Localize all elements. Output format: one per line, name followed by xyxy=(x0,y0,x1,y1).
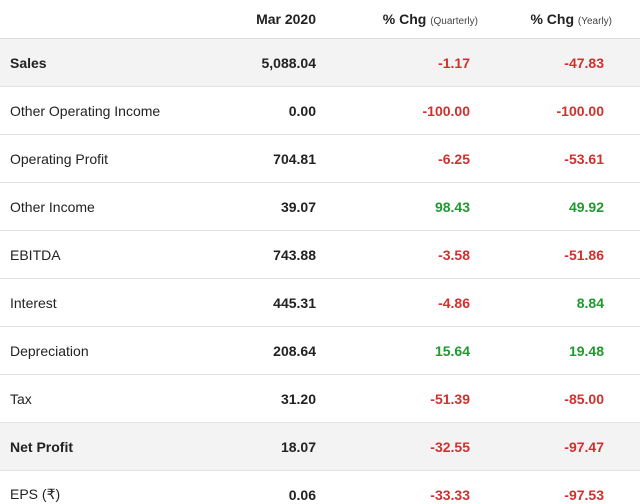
table-row: EBITDA 743.88 -3.58 -51.86 xyxy=(0,230,640,279)
row-label: Tax xyxy=(0,374,220,423)
table-row: Other Operating Income 0.00 -100.00 -100.00 xyxy=(0,86,640,135)
y-chg-value: -100.00 xyxy=(480,86,620,135)
q-chg-value: -32.55 xyxy=(320,422,480,471)
q-chg-header: % Chg (Quarterly) xyxy=(320,0,480,39)
table-row: Net Profit 18.07 -32.55 -97.47 xyxy=(0,422,640,471)
table-row: Sales 5,088.04 -1.17 -47.83 xyxy=(0,38,640,87)
y-note: (Yearly) xyxy=(577,16,612,27)
y-chg-header: % Chg (Yearly) xyxy=(480,0,620,39)
table-row: Interest 445.31 -4.86 8.84 xyxy=(0,278,640,327)
y-chg-value: -85.00 xyxy=(480,374,620,423)
y-chg: % Chg xyxy=(530,11,575,27)
y-chg-value: -97.53 xyxy=(480,470,620,504)
period-value: 0.00 xyxy=(220,86,320,135)
table-row: Operating Profit 704.81 -6.25 -53.61 xyxy=(0,134,640,183)
row-label: Net Profit xyxy=(0,422,220,471)
y-chg-value: -51.86 xyxy=(480,230,620,279)
q-note: (Quarterly) xyxy=(430,16,478,27)
table-row: EPS (₹) 0.06 -33.33 -97.53 xyxy=(0,470,640,504)
period-value: 743.88 xyxy=(220,230,320,279)
y-chg-value: 8.84 xyxy=(480,278,620,327)
row-label: Interest xyxy=(0,278,220,327)
period-value: 445.31 xyxy=(220,278,320,327)
row-label: Sales xyxy=(0,38,220,87)
q-chg-value: 98.43 xyxy=(320,182,480,231)
period: Mar 2020 xyxy=(256,11,316,27)
y-chg-value: -97.47 xyxy=(480,422,620,471)
y-chg-value: -47.83 xyxy=(480,38,620,87)
row-label: EBITDA xyxy=(0,230,220,279)
row-label: Depreciation xyxy=(0,326,220,375)
q-chg: % Chg xyxy=(382,11,427,27)
period-value: 208.64 xyxy=(220,326,320,375)
y-chg-value: 49.92 xyxy=(480,182,620,231)
q-chg-value: -4.86 xyxy=(320,278,480,327)
period-value: 18.07 xyxy=(220,422,320,471)
period-header: Mar 2020 xyxy=(220,0,320,39)
table-header: Mar 2020 % Chg (Quarterly) % Chg (Yearly… xyxy=(0,0,640,39)
q-chg-value: -1.17 xyxy=(320,38,480,87)
header-row: Mar 2020 % Chg (Quarterly) % Chg (Yearly… xyxy=(0,0,640,39)
y-chg-value: -53.61 xyxy=(480,134,620,183)
table-row: Tax 31.20 -51.39 -85.00 xyxy=(0,374,640,423)
row-label: Operating Profit xyxy=(0,134,220,183)
q-chg-value: -6.25 xyxy=(320,134,480,183)
q-chg-value: -100.00 xyxy=(320,86,480,135)
table-row: Depreciation 208.64 15.64 19.48 xyxy=(0,326,640,375)
q-chg-value: -33.33 xyxy=(320,470,480,504)
table-body: Sales 5,088.04 -1.17 -47.83 Other Operating … xyxy=(0,38,640,504)
period-value: 31.20 xyxy=(220,374,320,423)
row-label: Other Operating Income xyxy=(0,86,220,135)
period-value: 704.81 xyxy=(220,134,320,183)
table-row: Other Income 39.07 98.43 49.92 xyxy=(0,182,640,231)
period-value: 39.07 xyxy=(220,182,320,231)
row-label: Other Income xyxy=(0,182,220,231)
period-value: 5,088.04 xyxy=(220,38,320,87)
y-chg-value: 19.48 xyxy=(480,326,620,375)
q-chg-value: -3.58 xyxy=(320,230,480,279)
row-label: EPS (₹) xyxy=(0,470,220,504)
q-chg-value: 15.64 xyxy=(320,326,480,375)
period-value: 0.06 xyxy=(220,470,320,504)
q-chg-value: -51.39 xyxy=(320,374,480,423)
